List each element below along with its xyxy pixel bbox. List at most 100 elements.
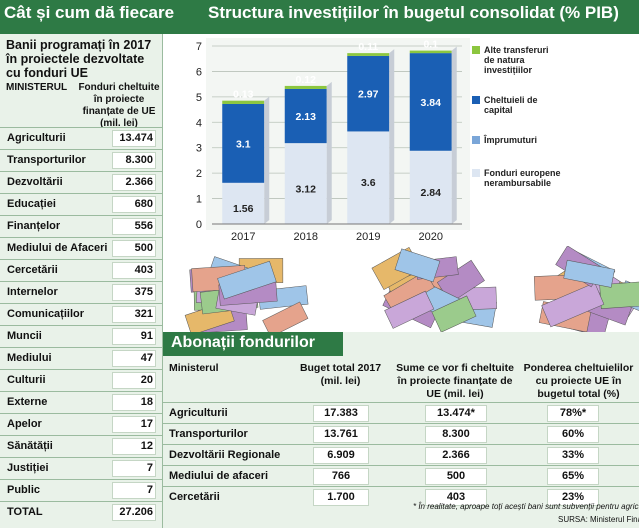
bar-segment [409,53,452,151]
legend-label: Împrumuturi [483,134,537,145]
ministry-funds-value: 680 [112,196,156,213]
bar-side-shade [451,46,457,224]
ministry-name: Public [7,484,41,496]
beneficiary-share: 33% [547,447,599,464]
bar-segment [284,88,327,144]
bar-segment [409,50,452,54]
source-note: SURSA: Ministerul Finanțelor [558,515,639,524]
bar-data-label: 2.13 [296,111,317,123]
bar-segment [284,85,327,89]
beneficiary-budget: 13.761 [313,426,369,443]
ministry-funds-value: 47 [112,350,156,367]
bar-data-label: 3.6 [361,177,376,189]
ministry-funds-value: 7 [112,460,156,477]
legend-swatch [472,46,480,54]
ministry-name: Mediului [7,352,52,364]
bar-segment [222,103,265,183]
beneficiaries-title-box: Abonații fondurilor [163,332,343,356]
ministry-funds-value: 20 [112,372,156,389]
legend-label: Cheltuieli de capital [484,95,538,115]
beneficiary-share: 23% [547,489,599,506]
x-tick-label: 2017 [231,231,255,243]
banknote [384,290,435,329]
ministry-row: Mediului de Afaceri 500 [0,237,162,259]
ministry-funds-value: 321 [112,306,156,323]
y-tick-label: 2 [196,168,202,180]
beneficiary-sums: 13.474* [425,405,487,422]
ministry-funds-value: 500 [112,240,156,257]
ministry-funds-value: 556 [112,218,156,235]
beneficiary-row: Cercetării 1.700 403 23% [163,486,639,507]
ministry-name: Apelor [7,418,42,430]
bar-side-shade [389,49,395,225]
legend-label: Fonduri europene nerambursabile [484,168,561,188]
ministry-name: Sănătății [7,440,53,452]
bar-segment [284,143,327,145]
beneficiary-sums: 8.300 [425,426,487,443]
ministry-name: TOTAL [7,506,43,518]
ministry-row: Mediului 47 [0,347,162,369]
bar-data-label: 3.1 [236,138,251,150]
x-tick-label: 2018 [294,231,318,243]
banknote [563,259,615,288]
ministry-funds-value: 403 [112,262,156,279]
bar-data-label: 2.84 [421,187,442,199]
top-banner: Cât și cum dă fiecare Structura investiț… [0,0,639,34]
ministry-funds-value: 375 [112,284,156,301]
y-tick-label: 1 [196,194,202,206]
ministry-row: Cercetării 403 [0,259,162,281]
bar-segment [409,150,452,152]
ministry-name: Transporturilor [7,154,86,166]
ministry-row: Public 7 [0,479,162,501]
beneficiary-name: Transporturilor [169,428,248,440]
bar-data-label: 3.84 [421,97,442,109]
beneficiary-sums: 2.366 [425,447,487,464]
banknote [431,295,477,332]
ministry-name: Externe [7,396,48,408]
legend-label: Alte transferuri de natura investițiilor [484,45,549,75]
beneficiary-share: 65% [547,468,599,485]
beneficiary-name: Agriculturii [169,407,228,419]
bar-data-label: 1.56 [233,203,254,215]
banknote [394,248,441,283]
ministry-row: Muncii 91 [0,325,162,347]
beneficiary-share: 60% [547,426,599,443]
bar-side-shade [326,81,332,224]
ministry-row: Agriculturii 13.474 [0,127,162,149]
ministry-funds-value: 27.206 [112,504,156,521]
y-tick-label: 3 [196,143,202,155]
beneficiaries-title: Abonații fondurilor [171,334,315,351]
bar-segment [222,184,265,224]
ministries-table: Banii programați în 2017 în proiectele d… [0,34,163,528]
bar-data-label: 0.11 [358,41,378,53]
ministry-name: Dezvoltării [7,176,63,188]
ministry-funds-value: 2.366 [112,174,156,191]
bar-segment [222,100,265,104]
bar-data-label: 3.12 [296,183,317,195]
euro-banknotes-illustration [170,246,639,332]
beneficiary-budget: 6.909 [313,447,369,464]
ministry-name: Comunicațiilor [7,308,85,320]
ministry-row: Comunicațiilor 321 [0,303,162,325]
bar-segment [284,144,327,224]
banknote [541,282,605,328]
bar-data-label: 0.1 [423,39,438,51]
beneficiary-name: Mediului de afaceri [169,470,269,482]
chart-svg: 012345671.560.063.10.1320173.120.062.130… [196,38,561,243]
bt-col-ministry: Ministerul [169,362,219,374]
ministry-funds-value: 7 [112,482,156,499]
footnote: * În realitate, aproape toți acești bani… [413,502,639,511]
y-tick-label: 5 [196,92,202,104]
ministry-funds-value: 18 [112,394,156,411]
beneficiary-row: Mediului de afaceri 766 500 65% [163,465,639,486]
ministry-row: Sănătății 12 [0,435,162,457]
legend-swatch [472,96,480,104]
beneficiary-name: Dezvoltării Regionale [169,449,281,461]
ministry-row: Educației 680 [0,193,162,215]
legend-swatch [472,169,480,177]
ministry-row: Transporturilor 8.300 [0,149,162,171]
bar-segment [409,151,452,224]
beneficiary-row: Agriculturii 17.383 13.474* 78%* [163,402,639,423]
ministry-row: Internelor 375 [0,281,162,303]
beneficiary-budget: 766 [313,468,369,485]
